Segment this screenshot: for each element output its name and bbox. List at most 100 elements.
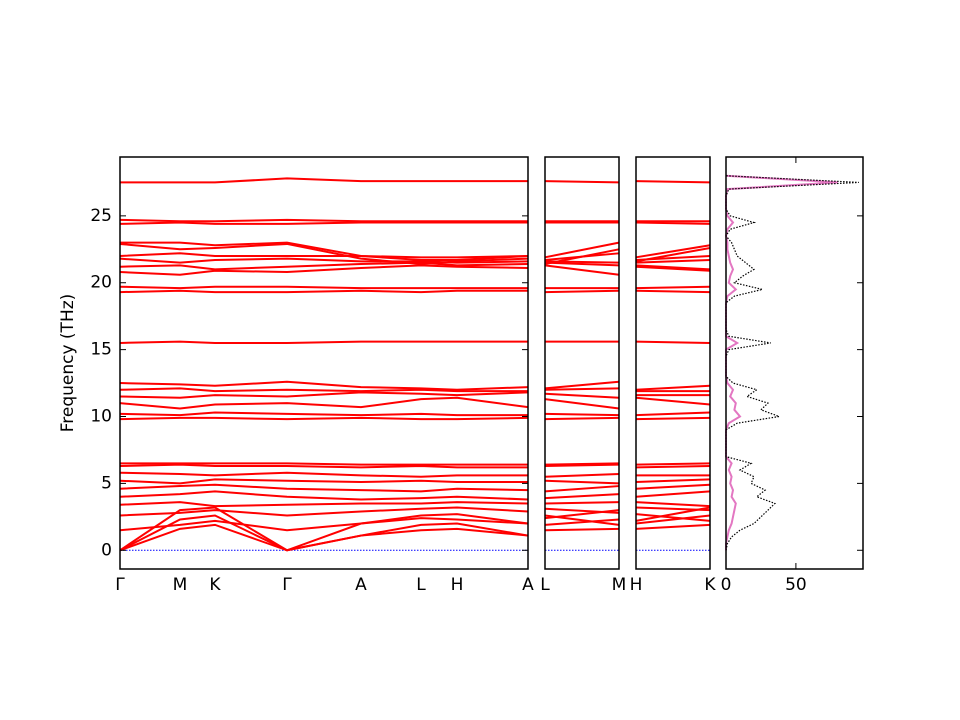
band-line (635, 514, 711, 525)
y-tick-label: 20 (90, 273, 112, 293)
band-line (544, 387, 620, 391)
band-line (635, 483, 711, 490)
band-line (119, 463, 528, 469)
band-line (544, 380, 620, 390)
band-line (119, 252, 529, 261)
band-line (544, 289, 620, 294)
band-line (120, 177, 528, 184)
x-tick-label: K (209, 575, 221, 595)
band-line (635, 244, 711, 259)
band-line (635, 416, 711, 421)
band-line (544, 485, 620, 493)
x-tick-label: M (612, 575, 627, 595)
y-tick-label: 10 (90, 407, 112, 427)
band-line (544, 462, 620, 466)
band-line (119, 218, 528, 223)
band-line (119, 264, 529, 276)
band-line (635, 285, 711, 290)
band-line (635, 340, 711, 344)
band-line (635, 289, 711, 294)
band-line (635, 396, 711, 406)
band-line (635, 506, 711, 512)
x-tick-label: Γ (115, 575, 125, 595)
band-line (119, 285, 528, 290)
band-line (635, 478, 711, 484)
band-line (119, 396, 529, 410)
x-tick-label: L (540, 575, 550, 595)
band-line (119, 513, 529, 532)
x-tick-label: 0 (721, 575, 732, 595)
band-line (119, 501, 529, 508)
band-line (635, 384, 711, 391)
band-line (120, 241, 529, 259)
band-line (635, 513, 711, 522)
band-line (119, 289, 528, 294)
band-line (119, 471, 528, 478)
band-line (544, 412, 620, 417)
band-line (119, 391, 529, 399)
dos-line (725, 175, 859, 551)
band-line (119, 380, 529, 391)
band-line (544, 261, 620, 267)
band-line (544, 241, 620, 259)
plot-frame (544, 156, 620, 570)
band-line (544, 463, 620, 467)
x-tick-label: H (451, 575, 464, 595)
band-line (635, 221, 711, 225)
band-line (544, 479, 620, 485)
band-line (544, 514, 620, 526)
band-line (120, 462, 528, 466)
band-line (635, 462, 711, 466)
band-line (119, 340, 528, 344)
band-line (119, 478, 528, 485)
x-tick-label: K (704, 575, 716, 595)
x-tick-label: Γ (282, 575, 292, 595)
band-line (635, 501, 711, 508)
y-tick-label: 25 (90, 206, 112, 226)
band-line (119, 242, 529, 266)
band-line (119, 261, 529, 271)
y-axis-label: Frequency (THz) (58, 294, 78, 433)
band-line (119, 506, 529, 552)
x-tick-label: H (630, 575, 643, 595)
x-tick-label: A (522, 575, 534, 595)
band-line (119, 490, 529, 501)
dos-line (724, 174, 838, 551)
band-line (544, 518, 620, 526)
x-tick-label: M (173, 575, 188, 595)
band-line (544, 493, 620, 500)
band-line (635, 523, 711, 530)
band-line (635, 411, 711, 417)
band-line (635, 259, 711, 264)
band-line (635, 180, 711, 184)
band-line (544, 507, 620, 514)
band-line (635, 490, 711, 498)
plot-frame (119, 156, 529, 570)
band-line (119, 221, 528, 225)
band-line (544, 501, 620, 505)
x-tick-label: L (416, 575, 426, 595)
band-line (544, 180, 620, 184)
x-tick-label: 50 (785, 575, 807, 595)
band-line (544, 248, 620, 265)
band-line (635, 465, 711, 469)
band-line (119, 514, 529, 552)
band-line (635, 264, 711, 271)
band-line (635, 246, 711, 263)
plot-frame (725, 156, 864, 570)
band-line (119, 416, 529, 421)
band-line (544, 392, 620, 399)
y-tick-label: 0 (101, 540, 112, 560)
band-line (544, 473, 620, 478)
band-line (119, 411, 528, 417)
band-line (635, 265, 711, 272)
band-line (544, 416, 620, 421)
band-line (544, 264, 620, 276)
plot-frame (635, 156, 711, 570)
x-tick-label: A (355, 575, 367, 595)
y-tick-label: 5 (101, 473, 112, 493)
band-line (119, 506, 529, 517)
band-line (119, 483, 529, 493)
band-line (119, 387, 528, 393)
